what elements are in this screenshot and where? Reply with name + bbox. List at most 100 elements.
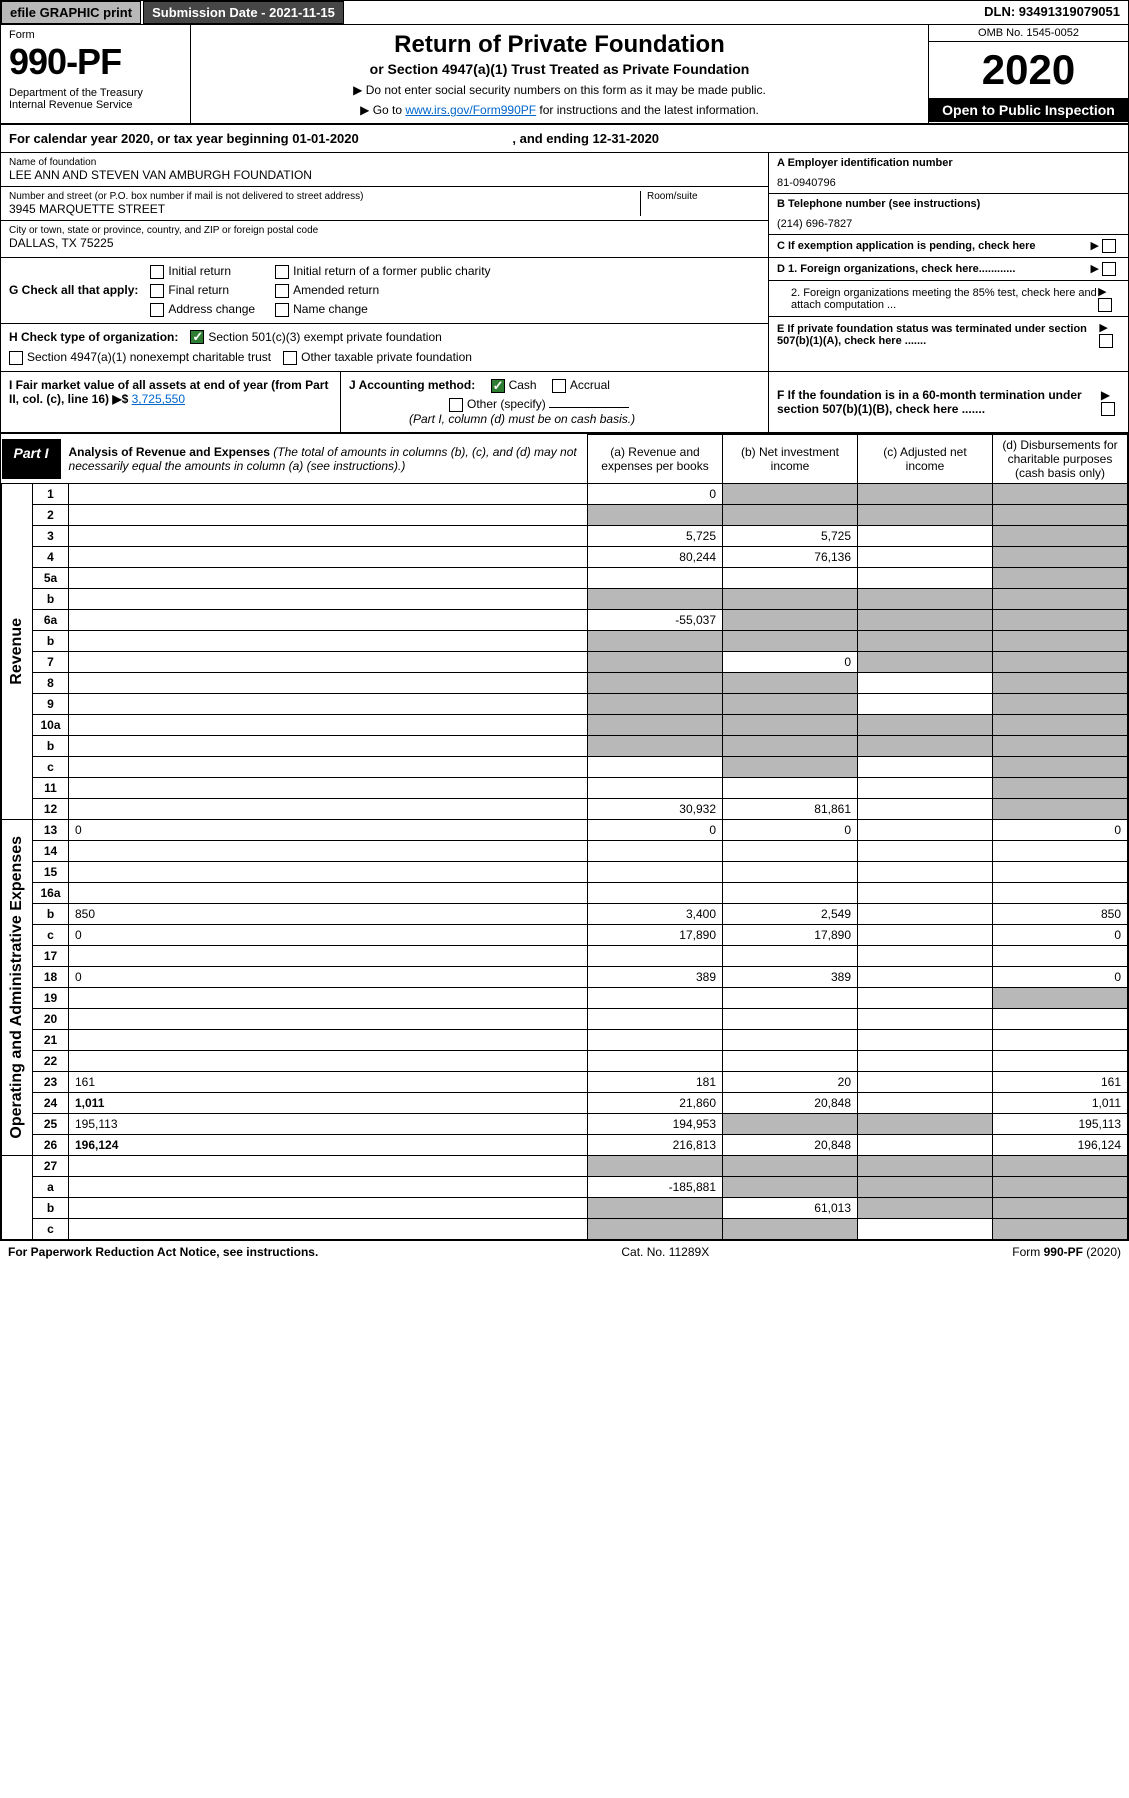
row-desc: 1,011 [69,1092,588,1113]
form-subtitle: or Section 4947(a)(1) Trust Treated as P… [197,61,922,77]
j-note: (Part I, column (d) must be on cash basi… [409,412,760,426]
g-amended-checkbox[interactable] [275,284,289,298]
cell-a: -55,037 [588,609,723,630]
ein-cell: A Employer identification number 81-0940… [769,153,1128,194]
cell-d [993,1197,1128,1218]
cell-b [723,735,858,756]
row-num: 21 [33,1029,69,1050]
j-other-checkbox[interactable] [449,398,463,412]
cell-b [723,609,858,630]
table-row: 15 [2,861,1128,882]
table-row: 5a [2,567,1128,588]
arrow-icon: ▶ [1090,240,1098,252]
d2-cell: 2. Foreign organizations meeting the 85%… [769,281,1128,317]
row-num: 24 [33,1092,69,1113]
table-row: b61,013 [2,1197,1128,1218]
h-501c3-checkbox[interactable] [190,330,204,344]
row-num: b [33,903,69,924]
cell-d: 0 [993,966,1128,987]
f-checkbox[interactable] [1101,402,1115,416]
d1-checkbox[interactable] [1102,262,1116,276]
table-row: b8503,4002,549850 [2,903,1128,924]
header-right: OMB No. 1545-0052 2020 Open to Public In… [928,25,1128,123]
g-addr-checkbox[interactable] [150,303,164,317]
cell-c [858,819,993,840]
cell-c [858,588,993,609]
g-initial-checkbox[interactable] [150,265,164,279]
g-final-checkbox[interactable] [150,284,164,298]
h-other-checkbox[interactable] [283,351,297,365]
cell-c [858,1176,993,1197]
row-num: 12 [33,798,69,819]
h-4947-checkbox[interactable] [9,351,23,365]
cell-c [858,1071,993,1092]
cell-c [858,924,993,945]
phone-cell: B Telephone number (see instructions) (2… [769,194,1128,235]
cell-b [723,483,858,504]
cell-a [588,735,723,756]
cell-b [723,630,858,651]
row-num: 1 [33,483,69,504]
row-desc [69,1155,588,1176]
fmv-value[interactable]: 3,725,550 [132,392,185,406]
ein-val: 81-0940796 [777,177,1120,189]
row-num: 27 [33,1155,69,1176]
cell-c [858,798,993,819]
g-opt-2: Address change [168,302,255,316]
cell-a [588,840,723,861]
c-checkbox[interactable] [1102,239,1116,253]
d1-label: D 1. Foreign organizations, check here..… [777,263,1015,275]
table-row: 6a-55,037 [2,609,1128,630]
part1-title-text: Analysis of Revenue and Expenses [69,445,270,459]
cell-a [588,504,723,525]
cell-a [588,1155,723,1176]
cell-a: 3,400 [588,903,723,924]
g-name-checkbox[interactable] [275,303,289,317]
top-bar: efile GRAPHIC print Submission Date - 20… [1,1,1128,25]
cell-d [993,504,1128,525]
ein-label: A Employer identification number [777,157,1120,169]
table-row: a-185,881 [2,1176,1128,1197]
dept-label: Department of the Treasury Internal Reve… [9,87,182,111]
cell-c [858,840,993,861]
j-accrual-checkbox[interactable] [552,379,566,393]
cell-d [993,546,1128,567]
side-blank [2,1155,33,1239]
row-desc [69,777,588,798]
cell-a [588,1008,723,1029]
d2-checkbox[interactable] [1098,298,1112,312]
side-label: Revenue [8,618,26,685]
cell-d: 161 [993,1071,1128,1092]
table-row: 21 [2,1029,1128,1050]
cell-a: 5,725 [588,525,723,546]
cell-a: 21,860 [588,1092,723,1113]
g-initial-former-checkbox[interactable] [275,265,289,279]
row-desc: 195,113 [69,1113,588,1134]
cell-c [858,1113,993,1134]
cell-a [588,672,723,693]
cell-b [723,714,858,735]
table-row: b [2,630,1128,651]
cell-b [723,672,858,693]
cell-a [588,777,723,798]
row-num: 26 [33,1134,69,1155]
row-desc [69,504,588,525]
col-d-header: (d) Disbursements for charitable purpose… [993,434,1128,483]
table-row: Revenue10 [2,483,1128,504]
row-desc [69,1218,588,1239]
side-label-cell: Revenue [2,483,33,819]
row-desc [69,987,588,1008]
j-accrual: Accrual [570,378,610,392]
cell-a: 80,244 [588,546,723,567]
cell-c [858,504,993,525]
j-cash-checkbox[interactable] [491,379,505,393]
cell-a: 194,953 [588,1113,723,1134]
cell-c [858,1092,993,1113]
foundation-name: LEE ANN AND STEVEN VAN AMBURGH FOUNDATIO… [9,168,760,182]
inst2-pre: ▶ Go to [360,103,405,117]
e-checkbox[interactable] [1099,334,1113,348]
cell-c [858,903,993,924]
g-opt-0: Initial return [168,264,231,278]
irs-link[interactable]: www.irs.gov/Form990PF [405,103,536,117]
efile-button[interactable]: efile GRAPHIC print [1,1,141,24]
